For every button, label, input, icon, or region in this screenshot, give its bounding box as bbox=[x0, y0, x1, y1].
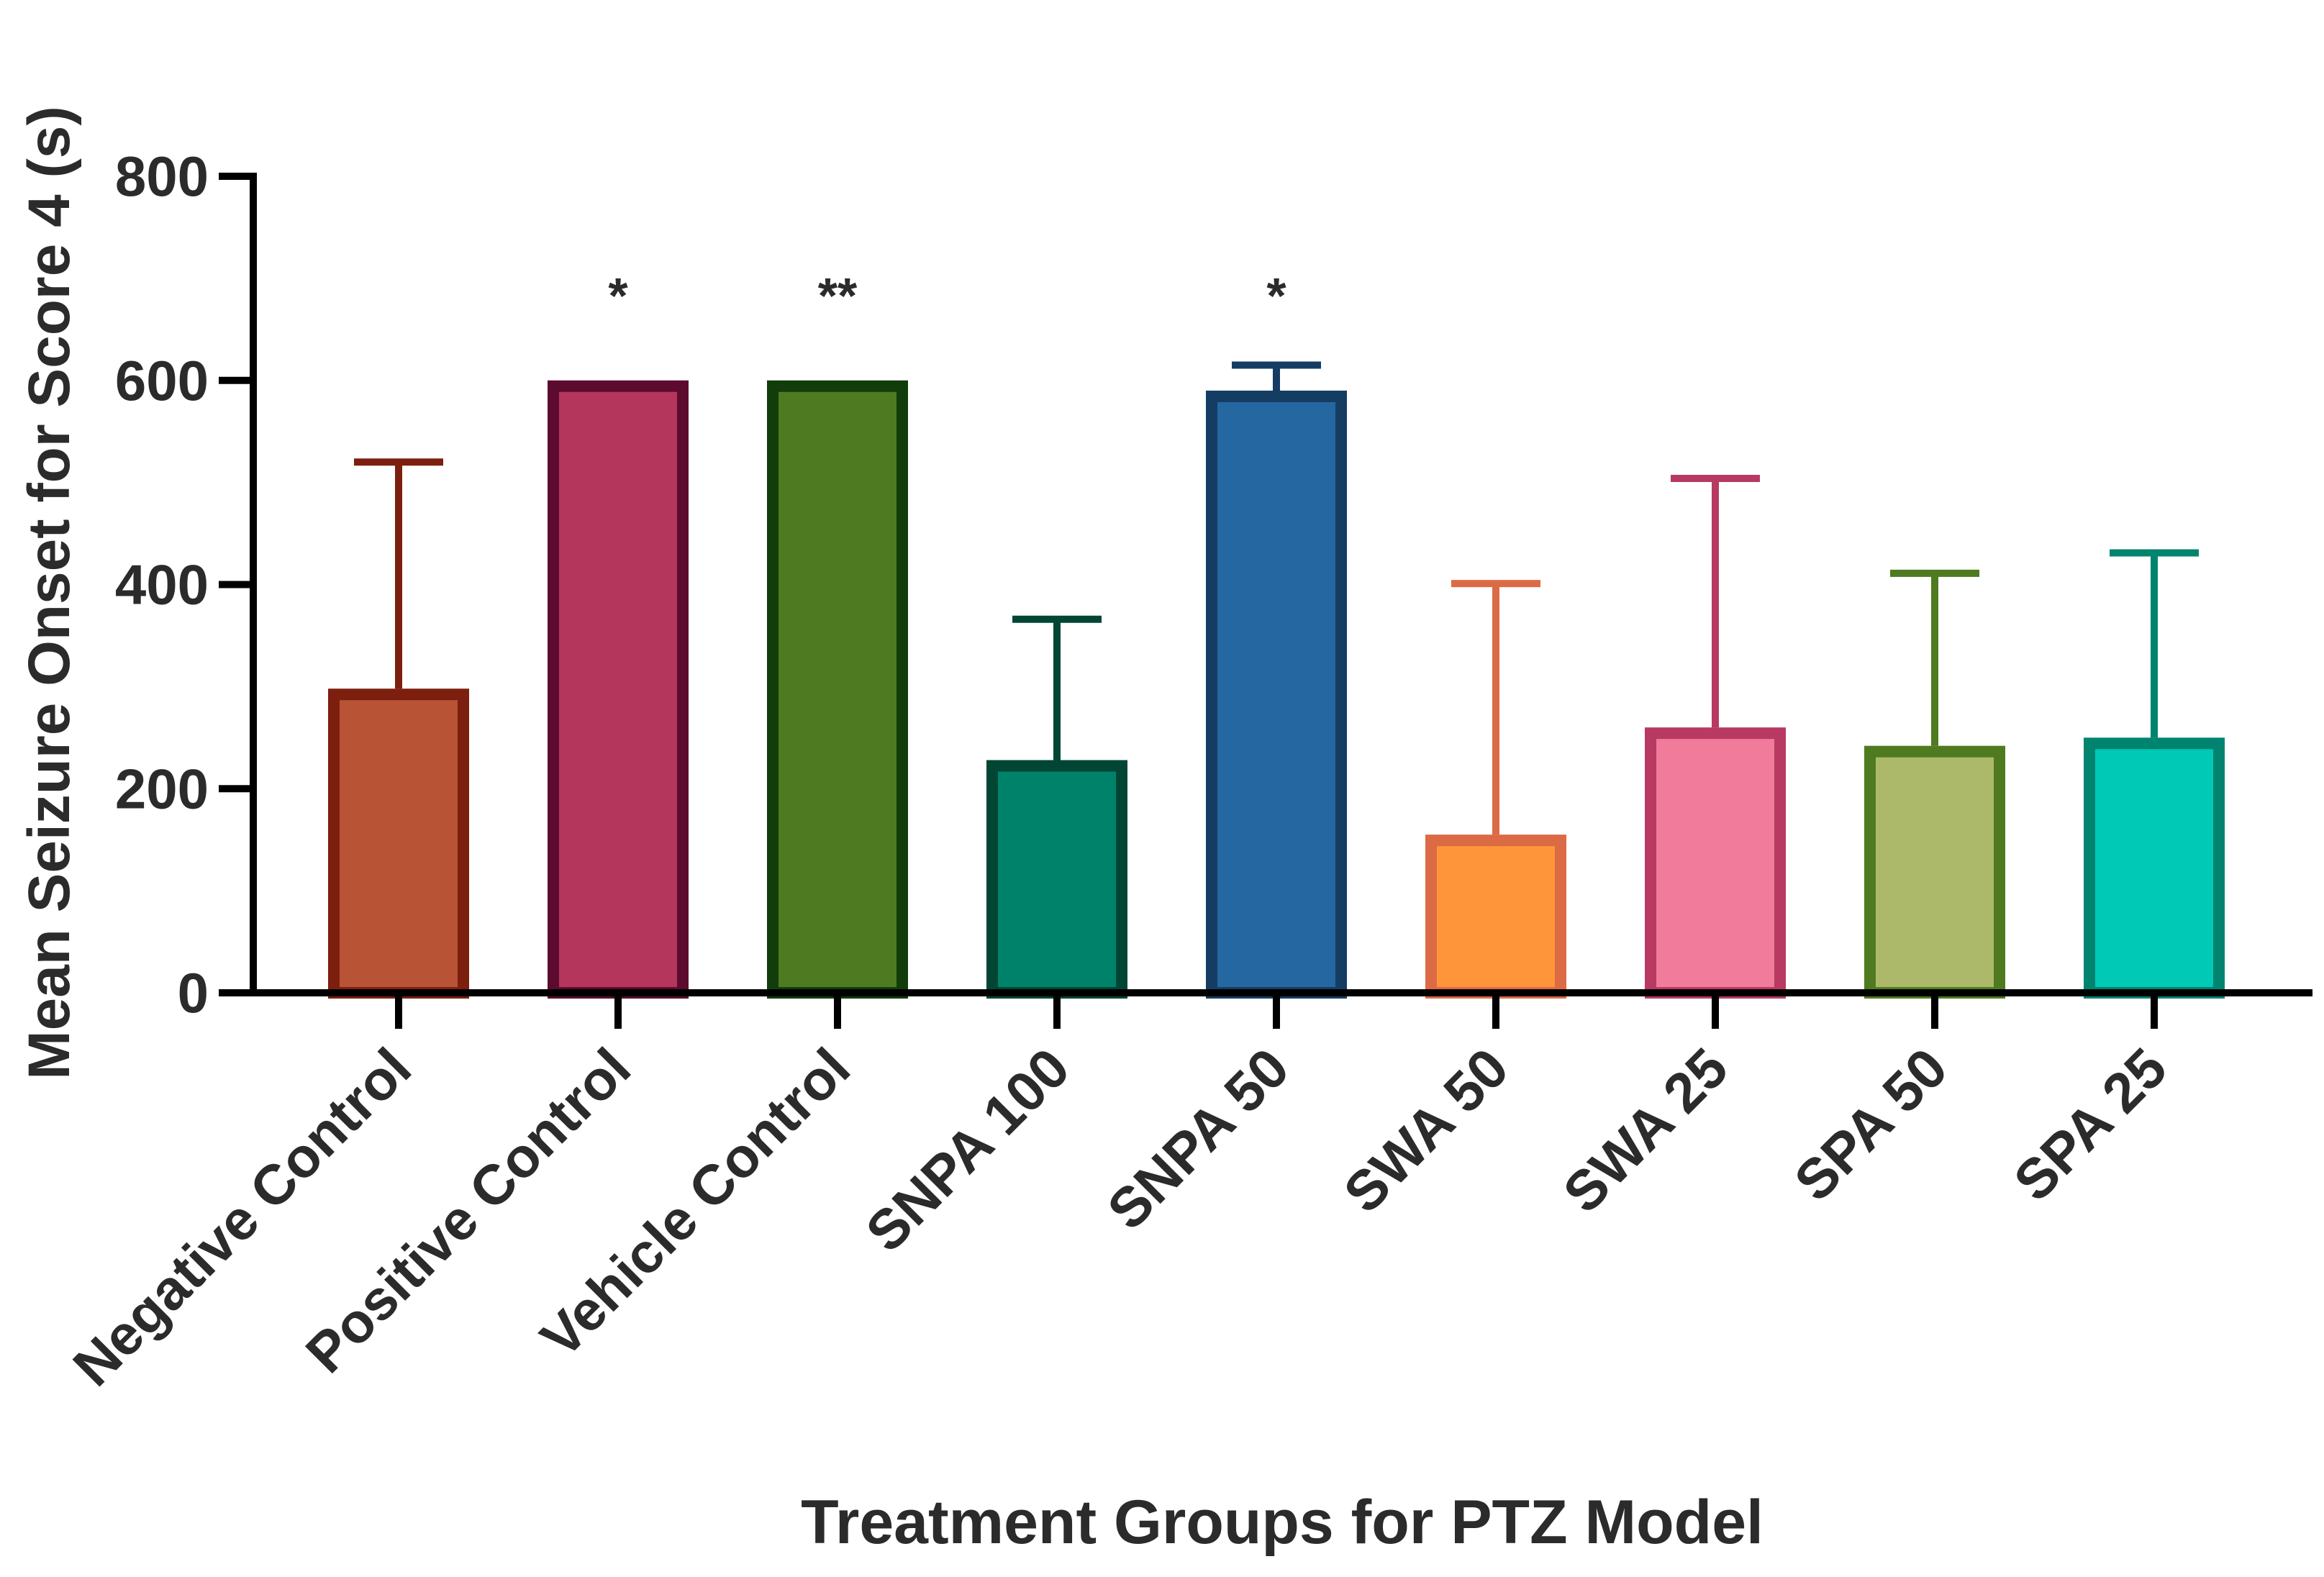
x-tick-label: SWA 25 bbox=[1551, 1036, 1740, 1224]
bar bbox=[767, 380, 908, 999]
bar bbox=[2084, 737, 2225, 999]
x-tick-label: SNPA 100 bbox=[853, 1036, 1081, 1264]
bar bbox=[1645, 727, 1786, 999]
y-tick-label: 0 bbox=[178, 961, 209, 1024]
bar bbox=[1206, 390, 1347, 999]
y-axis-title: Mean Seizure Onset for Score 4 (s) bbox=[17, 106, 82, 1079]
x-tick-label: SNPA 50 bbox=[1095, 1036, 1301, 1242]
x-tick-label: SPA 50 bbox=[1782, 1036, 1959, 1213]
y-tick-label: 400 bbox=[115, 553, 209, 617]
significance-label: * bbox=[1266, 268, 1286, 324]
x-tick-label: SWA 50 bbox=[1332, 1036, 1520, 1224]
x-tick-label: SPA 25 bbox=[2002, 1036, 2179, 1213]
significance-label: ** bbox=[818, 268, 858, 324]
bar bbox=[548, 380, 689, 999]
bar bbox=[1425, 835, 1566, 999]
bar bbox=[1864, 745, 2005, 999]
x-axis-title: Treatment Groups for PTZ Model bbox=[801, 1488, 1764, 1557]
y-tick-label: 200 bbox=[115, 757, 209, 820]
significance-label: * bbox=[608, 268, 628, 324]
y-tick-label: 600 bbox=[115, 349, 209, 412]
y-tick-label: 800 bbox=[115, 145, 209, 208]
bar bbox=[328, 688, 469, 999]
bar bbox=[986, 760, 1127, 999]
